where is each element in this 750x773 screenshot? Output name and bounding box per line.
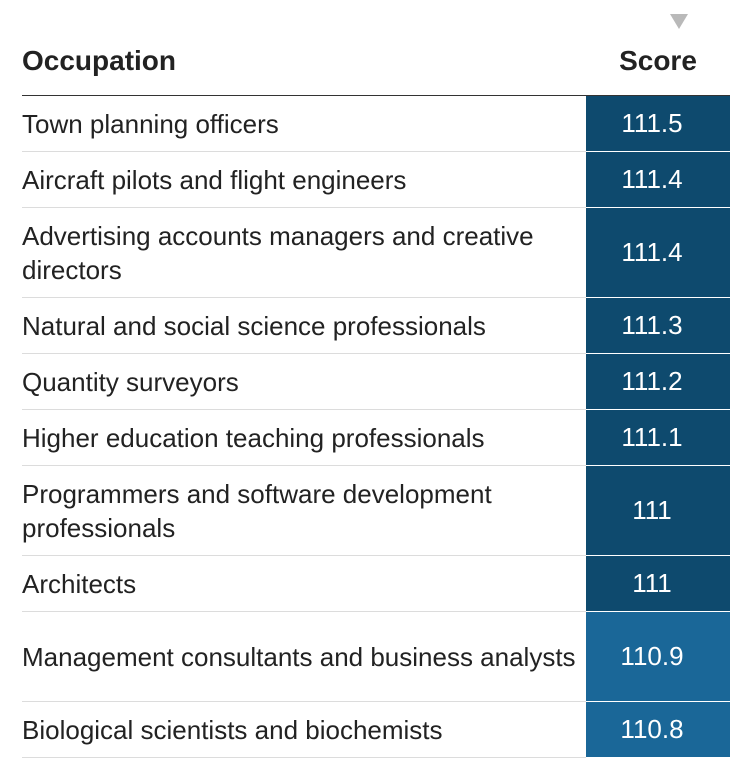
score-cell: 111 — [586, 556, 730, 612]
header-occupation[interactable]: Occupation — [22, 45, 177, 76]
header-score[interactable]: Score — [619, 45, 697, 76]
score-cell: 111.1 — [586, 410, 730, 466]
score-cell: 111.5 — [586, 96, 730, 152]
occupation-cell: Biological scientists and biochemists — [22, 702, 586, 758]
score-cell: 110.8 — [586, 702, 730, 758]
occupation-cell: Aircraft pilots and flight engineers — [22, 152, 586, 208]
table-row: Natural and social science professionals… — [22, 298, 730, 354]
score-cell: 111.4 — [586, 208, 730, 298]
table-row: Aircraft pilots and flight engineers 111… — [22, 152, 730, 208]
score-cell: 111.4 — [586, 152, 730, 208]
occupation-score-table: Occupation Score Town planning officers … — [22, 0, 730, 758]
table-row: Programmers and software development pro… — [22, 466, 730, 556]
occupation-cell: Programmers and software development pro… — [22, 466, 586, 556]
score-cell: 111 — [586, 466, 730, 556]
occupation-cell: Natural and social science professionals — [22, 298, 586, 354]
occupation-cell: Quantity surveyors — [22, 354, 586, 410]
table-row: Quantity surveyors 111.2 — [22, 354, 730, 410]
score-cell: 111.3 — [586, 298, 730, 354]
table-row: Biological scientists and biochemists 11… — [22, 702, 730, 758]
occupation-cell: Management consultants and business anal… — [22, 612, 586, 702]
table-row: Higher education teaching professionals … — [22, 410, 730, 466]
table-header: Occupation Score — [22, 0, 730, 96]
occupation-cell: Architects — [22, 556, 586, 612]
occupation-cell: Town planning officers — [22, 96, 586, 152]
score-cell: 111.2 — [586, 354, 730, 410]
score-cell: 110.9 — [586, 612, 730, 702]
table-row: Advertising accounts managers and creati… — [22, 208, 730, 298]
table-row: Management consultants and business anal… — [22, 612, 730, 702]
table-row: Architects 111 — [22, 556, 730, 612]
occupation-cell: Advertising accounts managers and creati… — [22, 208, 586, 298]
occupation-cell: Higher education teaching professionals — [22, 410, 586, 466]
table-row: Town planning officers 111.5 — [22, 96, 730, 152]
sort-descending-icon[interactable] — [670, 14, 688, 29]
